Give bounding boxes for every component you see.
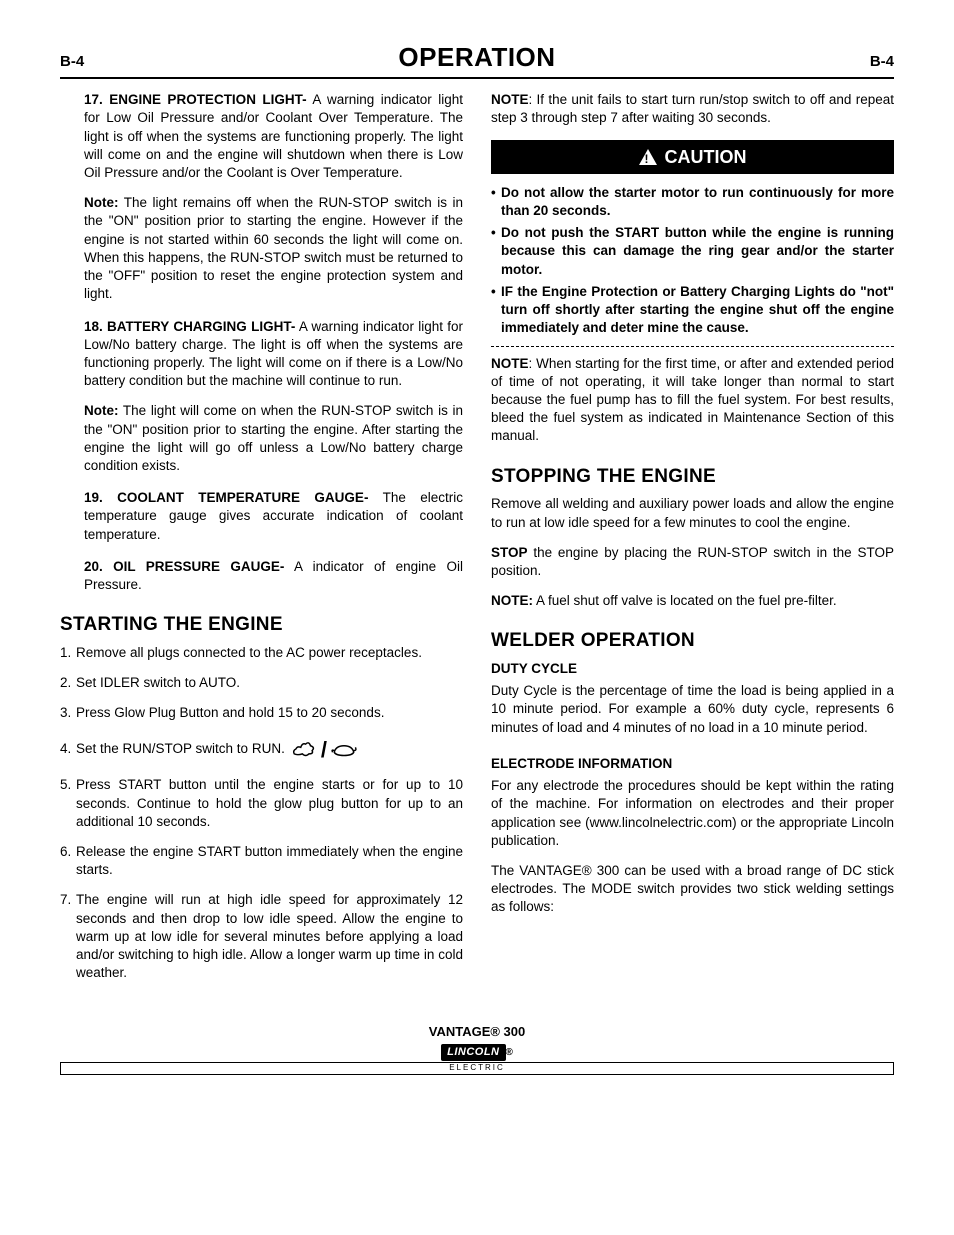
- page-number-left: B-4: [60, 52, 84, 72]
- page-footer: VANTAGE® 300 LINCOLN® ELECTRIC: [60, 1023, 894, 1075]
- electrode-p1: For any electrode the procedures should …: [491, 777, 894, 850]
- item-17: 17. ENGINE PROTECTION LIGHT- A warning i…: [60, 91, 463, 303]
- divider: [491, 346, 894, 347]
- step-text: Set the RUN/STOP switch to RUN.: [76, 740, 285, 758]
- item-19: 19. COOLANT TEMPERATURE GAUGE- The elect…: [60, 489, 463, 544]
- brand-electric: ELECTRIC: [60, 1062, 894, 1075]
- duty-sub: DUTY CYCLE: [491, 660, 894, 678]
- note-body: The light will come on when the RUN-STOP…: [84, 403, 463, 473]
- stopping-heading: STOPPING THE ENGINE: [491, 464, 894, 490]
- starting-heading: STARTING THE ENGINE: [60, 612, 463, 638]
- brand-lincoln: LINCOLN: [441, 1044, 505, 1061]
- stop-p3: NOTE: A fuel shut off valve is located o…: [491, 592, 894, 610]
- note-label: Note:: [84, 403, 119, 418]
- note-first-start: NOTE: When starting for the first time, …: [491, 355, 894, 446]
- item-label: BATTERY CHARGING LIGHT-: [107, 319, 295, 334]
- stop-bold: STOP: [491, 545, 528, 560]
- item-number: 19.: [84, 490, 103, 505]
- run-stop-icons: /: [291, 735, 357, 765]
- page-number-right: B-4: [870, 52, 894, 72]
- item-note: Note: The light remains off when the RUN…: [60, 194, 463, 303]
- note-label: NOTE:: [491, 593, 533, 608]
- brand-logo: LINCOLN® ELECTRIC: [60, 1042, 894, 1075]
- note-label: Note:: [84, 195, 119, 210]
- item-number: 20.: [84, 559, 103, 574]
- item-20: 20. OIL PRESSURE GAUGE- A indicator of e…: [60, 558, 463, 594]
- step-3: Press Glow Plug Button and hold 15 to 20…: [60, 704, 463, 722]
- note-body: : If the unit fails to start turn run/st…: [491, 92, 894, 125]
- stop-body: the engine by placing the RUN-STOP switc…: [491, 545, 894, 578]
- caution-list: Do not allow the starter motor to run co…: [491, 184, 894, 338]
- caution-item: Do not push the START button while the e…: [491, 224, 894, 279]
- electrode-p2: The VANTAGE® 300 can be used with a broa…: [491, 862, 894, 917]
- note-body: : When starting for the first time, or a…: [491, 356, 894, 444]
- starting-steps: Remove all plugs connected to the AC pow…: [60, 644, 463, 983]
- caution-label: CAUTION: [665, 145, 747, 169]
- right-column: NOTE: If the unit fails to start turn ru…: [491, 91, 894, 994]
- electrode-sub: ELECTRODE INFORMATION: [491, 755, 894, 773]
- note-label: NOTE: [491, 356, 529, 371]
- caution-item: IF the Engine Protection or Battery Char…: [491, 283, 894, 338]
- item-label: OIL PRESSURE GAUGE-: [113, 559, 284, 574]
- item-label: COOLANT TEMPERATURE GAUGE-: [117, 490, 368, 505]
- caution-item: Do not allow the starter motor to run co…: [491, 184, 894, 220]
- slash-icon: /: [321, 735, 327, 765]
- note-body: A fuel shut off valve is located on the …: [533, 593, 837, 608]
- item-number: 18.: [84, 319, 103, 334]
- caution-banner: CAUTION: [491, 140, 894, 174]
- stop-p1: Remove all welding and auxiliary power l…: [491, 495, 894, 531]
- item-note: Note: The light will come on when the RU…: [60, 402, 463, 475]
- step-4: Set the RUN/STOP switch to RUN. /: [60, 735, 463, 765]
- page-title: OPERATION: [398, 40, 555, 75]
- warning-triangle-icon: [639, 149, 657, 165]
- welder-heading: WELDER OPERATION: [491, 628, 894, 654]
- step-1: Remove all plugs connected to the AC pow…: [60, 644, 463, 662]
- duty-body: Duty Cycle is the percentage of time the…: [491, 682, 894, 737]
- item-18: 18. BATTERY CHARGING LIGHT- A warning in…: [60, 318, 463, 476]
- note-fail-start: NOTE: If the unit fails to start turn ru…: [491, 91, 894, 127]
- step-6: Release the engine START button immediat…: [60, 843, 463, 879]
- page-header: B-4 OPERATION B-4: [60, 40, 894, 79]
- step-2: Set IDLER switch to AUTO.: [60, 674, 463, 692]
- note-label: NOTE: [491, 92, 529, 107]
- product-name: VANTAGE® 300: [60, 1023, 894, 1041]
- stop-p2: STOP the engine by placing the RUN-STOP …: [491, 544, 894, 580]
- rabbit-icon: [291, 738, 317, 760]
- note-body: The light remains off when the RUN-STOP …: [84, 195, 463, 301]
- left-column: 17. ENGINE PROTECTION LIGHT- A warning i…: [60, 91, 463, 994]
- step-5: Press START button until the engine star…: [60, 776, 463, 831]
- item-number: 17.: [84, 92, 103, 107]
- content-columns: 17. ENGINE PROTECTION LIGHT- A warning i…: [60, 91, 894, 994]
- turtle-icon: [331, 738, 357, 760]
- item-label: ENGINE PROTECTION LIGHT-: [109, 92, 306, 107]
- step-7: The engine will run at high idle speed f…: [60, 891, 463, 982]
